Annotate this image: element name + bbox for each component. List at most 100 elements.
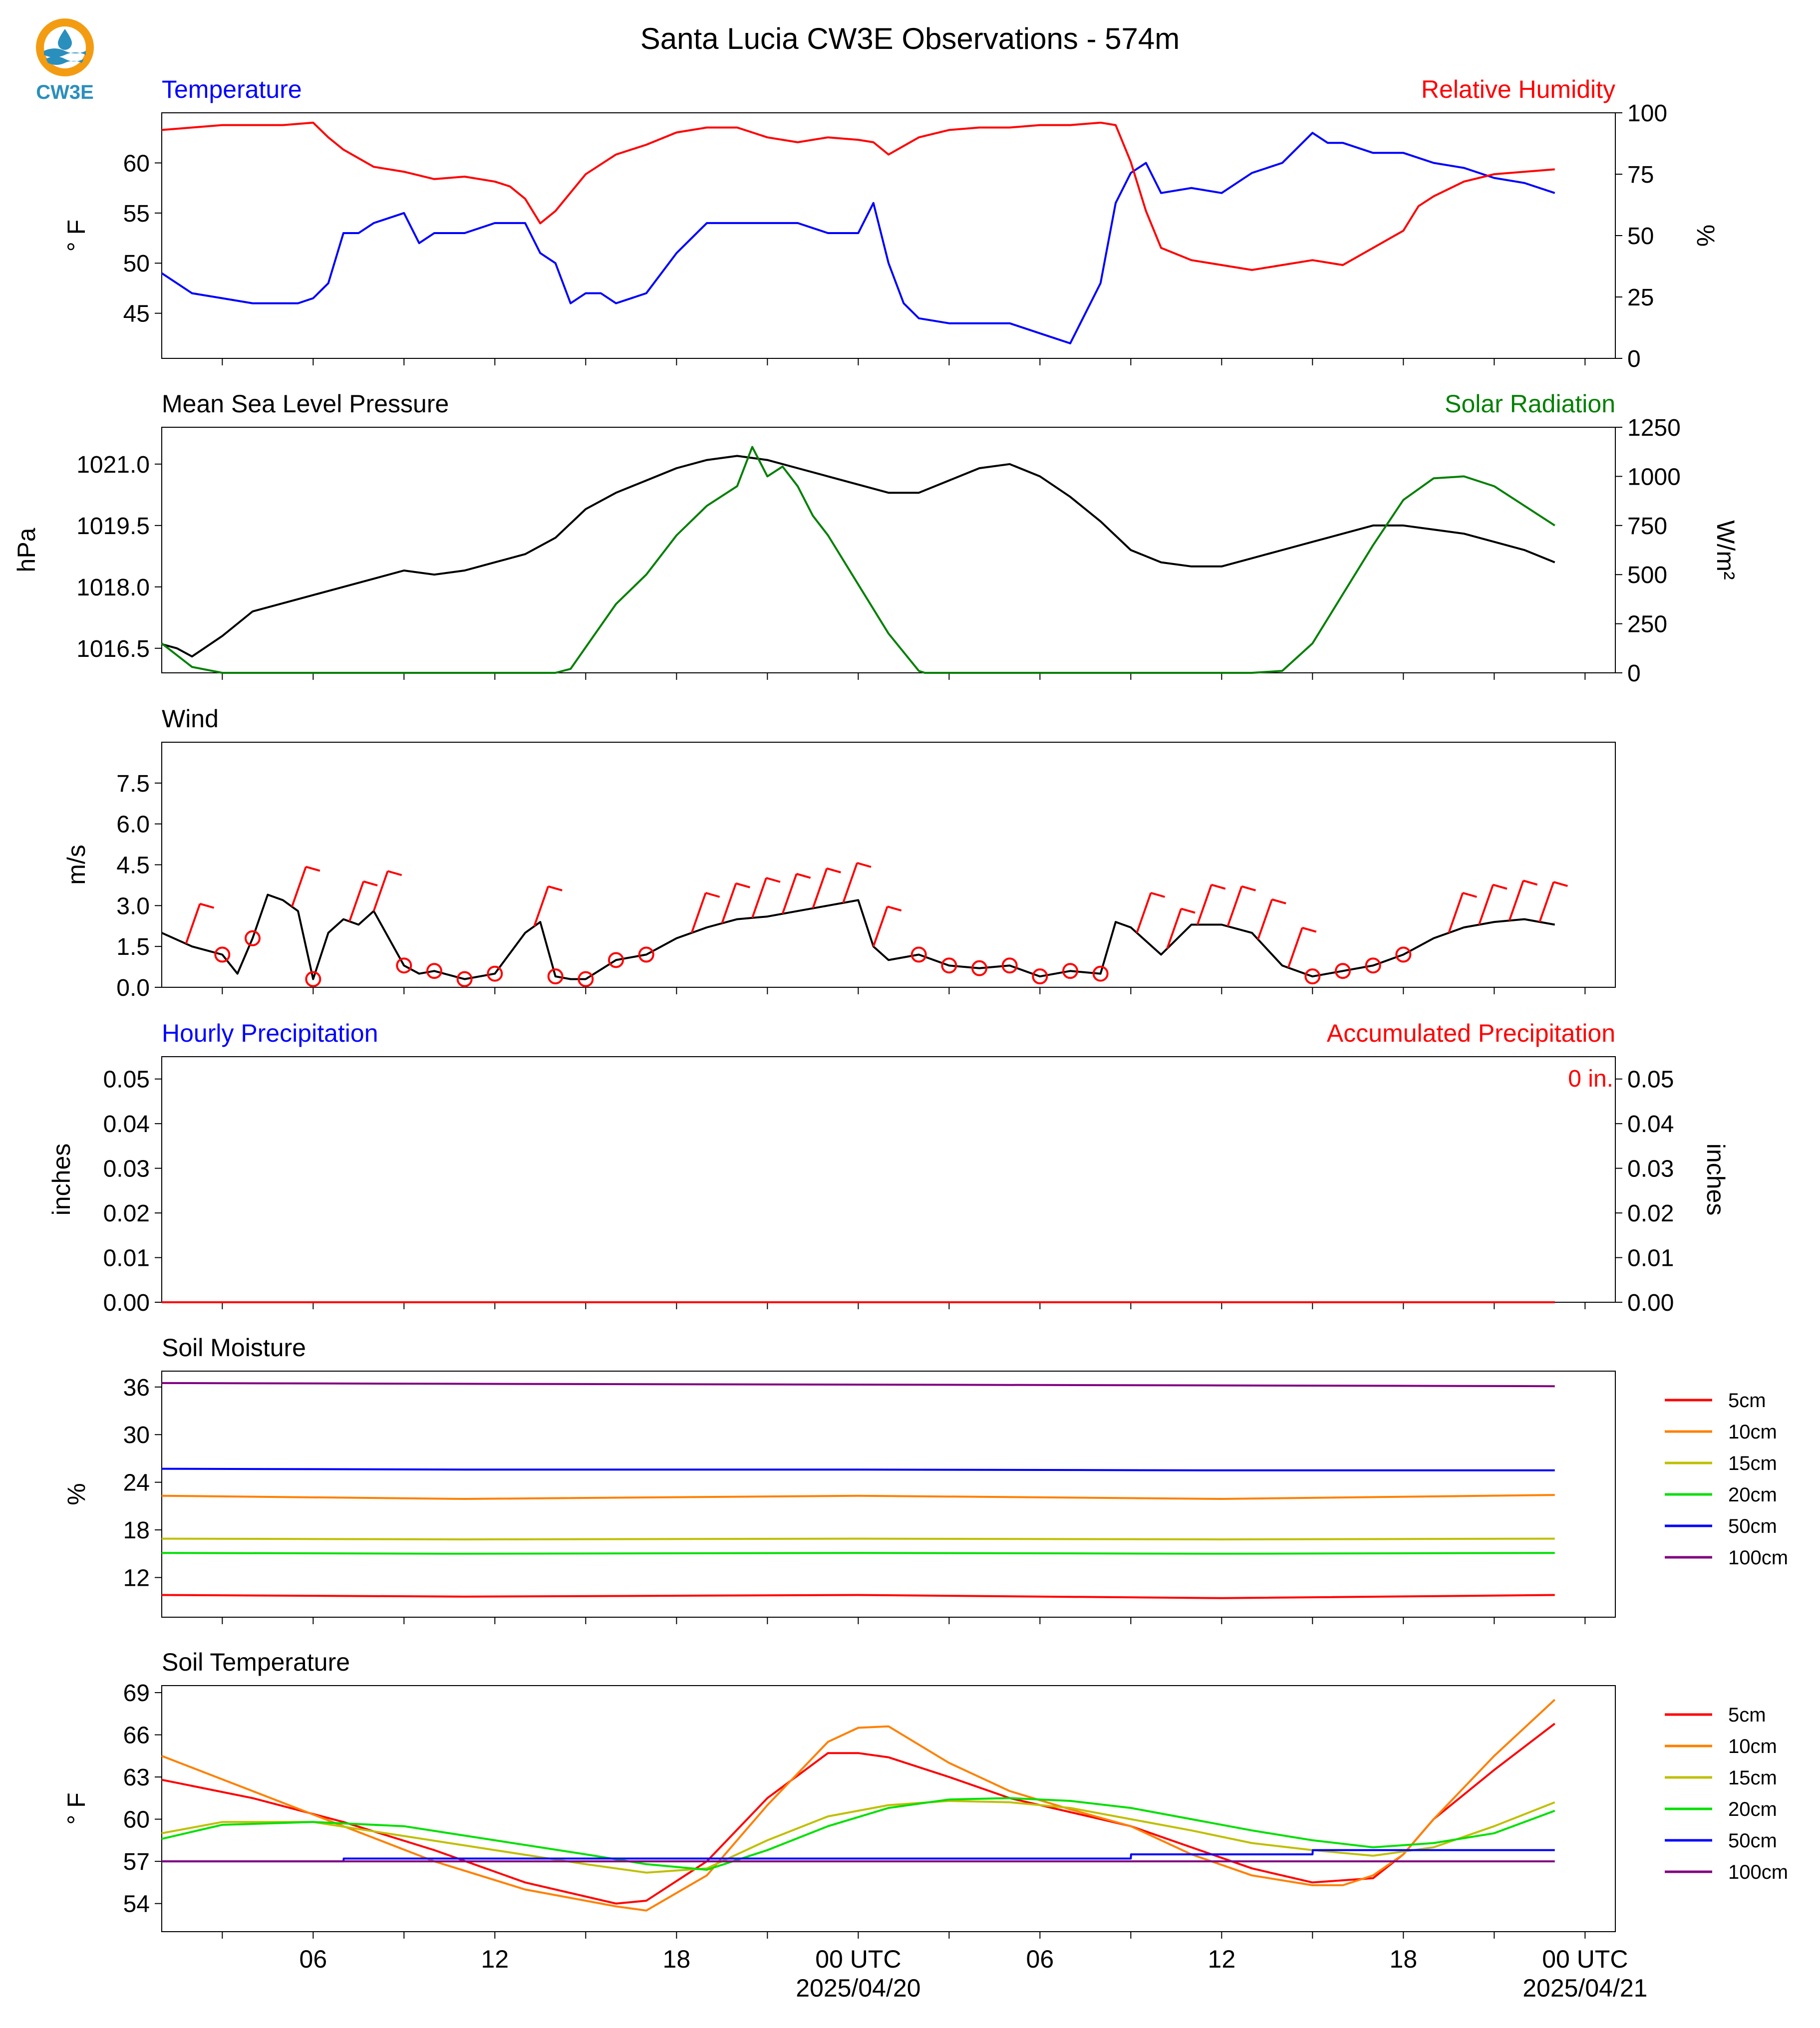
legend-label-100cm: 100cm xyxy=(1728,1861,1788,1883)
wind-calm-marker xyxy=(1395,946,1412,963)
wind-barb-staff xyxy=(1538,881,1555,922)
right-tick-label: 0.02 xyxy=(1627,1200,1674,1227)
panel-title-soil-temperature: Soil Temperature xyxy=(162,1648,350,1676)
left-tick-label: 50 xyxy=(123,251,150,277)
wind-barb-flag xyxy=(857,862,872,868)
right-tick-label: 0 xyxy=(1627,660,1641,687)
left-tick-label: 6.0 xyxy=(116,812,150,838)
series-wind-speed xyxy=(161,893,1555,980)
wind-calm-marker xyxy=(1092,965,1109,982)
left-axis-label: ° F xyxy=(62,1792,90,1824)
right-tick-label: 0.04 xyxy=(1627,1111,1674,1138)
left-tick-label: 3.0 xyxy=(116,893,150,919)
right-axis-label: W/m² xyxy=(1712,520,1740,579)
left-tick-label: 30 xyxy=(123,1422,150,1449)
x-tick-label: 12 xyxy=(1208,1945,1236,1973)
left-tick-label: 1021.0 xyxy=(76,452,150,478)
wind-barb-staff xyxy=(690,892,707,933)
right-tick-label: 25 xyxy=(1627,285,1654,311)
series-10cm xyxy=(161,1699,1556,1912)
right-tick-label: 75 xyxy=(1627,162,1654,188)
wind-barb-staff xyxy=(781,873,798,914)
wind-barb-staff xyxy=(348,881,365,922)
left-tick-label: 7.5 xyxy=(116,771,150,797)
panel-title-accumulated-precipitation: Accumulated Precipitation xyxy=(1327,1019,1615,1047)
right-tick-label: 0.03 xyxy=(1627,1156,1674,1182)
panel-title-wind: Wind xyxy=(162,705,219,733)
series-50cm xyxy=(162,1849,1555,1863)
wind-calm-marker xyxy=(910,946,927,963)
wind-calm-marker xyxy=(1032,968,1048,985)
panel-precipitation: Hourly Precipitation Accumulated Precipit… xyxy=(47,1019,1730,1316)
chart-title: Santa Lucia CW3E Observations - 574m xyxy=(640,22,1180,55)
right-tick-label: 1000 xyxy=(1627,464,1681,490)
panel-title-soil-moisture: Soil Moisture xyxy=(162,1334,306,1362)
panel-frame xyxy=(161,1056,1616,1303)
wind-barb-staff xyxy=(1478,884,1494,925)
wind-barb-flag xyxy=(1181,907,1196,914)
x-tick-label: 18 xyxy=(1390,1945,1418,1973)
legend-label-5cm: 5cm xyxy=(1728,1704,1766,1726)
x-tick-label: 06 xyxy=(300,1945,327,1973)
legend-label-20cm: 20cm xyxy=(1728,1484,1777,1506)
legend-label-100cm: 100cm xyxy=(1728,1547,1788,1569)
right-tick-label: 0.00 xyxy=(1627,1290,1674,1316)
wind-barb-staff xyxy=(1196,884,1213,925)
left-tick-label: 69 xyxy=(123,1680,150,1707)
right-axis-label: inches xyxy=(1702,1144,1730,1216)
right-tick-label: 0.05 xyxy=(1627,1067,1674,1093)
panel-frame xyxy=(161,1685,1616,1932)
left-tick-label: 45 xyxy=(123,301,150,327)
wind-barb-staff xyxy=(1257,899,1273,940)
wind-barb-staff xyxy=(842,863,858,903)
panel-temperature-humidity: Temperature Relative Humidity 45 50 55 60 ° F 0… xyxy=(62,75,1720,372)
legend-label-10cm: 10cm xyxy=(1728,1421,1777,1443)
legend-label-50cm: 50cm xyxy=(1728,1515,1777,1537)
series-20cm xyxy=(161,1552,1555,1555)
left-tick-label: 18 xyxy=(123,1517,150,1544)
wind-barb-flag xyxy=(305,866,320,872)
wind-barb-flag xyxy=(1150,891,1166,898)
wind-calm-marker xyxy=(487,965,503,982)
wind-barb-flag xyxy=(826,867,841,873)
right-tick-label: 50 xyxy=(1627,223,1654,250)
panel-frame xyxy=(161,112,1616,359)
left-axis-label: hPa xyxy=(12,528,40,572)
wind-barb-flag xyxy=(548,885,563,891)
left-tick-label: 60 xyxy=(123,1807,150,1833)
legend-label-5cm: 5cm xyxy=(1728,1390,1766,1412)
panel-soil-moisture: Soil Moisture 12 18 24 30 36% 5cm 10cm 15cm 20cm 5… xyxy=(62,1334,1788,1624)
right-tick-label: 250 xyxy=(1627,611,1667,638)
series-100cm xyxy=(161,1382,1555,1388)
left-axis-label: ° F xyxy=(62,220,90,252)
left-tick-label: 66 xyxy=(123,1723,150,1749)
left-tick-label: 0.05 xyxy=(103,1067,150,1093)
wind-calm-marker xyxy=(1335,963,1351,979)
wind-barb-flag xyxy=(1462,891,1477,898)
wind-barb-flag xyxy=(1553,881,1568,887)
wind-calm-marker xyxy=(638,946,654,963)
wind-calm-marker xyxy=(396,957,412,974)
right-tick-label: 0.01 xyxy=(1627,1245,1674,1272)
x-tick-label: 00 UTC xyxy=(1542,1945,1628,1973)
wind-barb-staff xyxy=(751,877,767,918)
right-tick-label: 0 xyxy=(1627,346,1641,372)
legend-label-50cm: 50cm xyxy=(1728,1830,1777,1852)
wind-calm-marker xyxy=(456,971,473,987)
wind-calm-marker xyxy=(1365,957,1381,974)
wind-barb-flag xyxy=(1493,883,1508,890)
wind-calm-marker xyxy=(1001,957,1018,974)
cw3e-logo: CW3E xyxy=(36,18,94,103)
wind-barb-flag xyxy=(363,880,378,886)
wind-barb-staff xyxy=(185,903,201,944)
left-tick-label: 55 xyxy=(123,201,150,227)
legend-label-10cm: 10cm xyxy=(1728,1736,1777,1757)
panel-frame xyxy=(161,427,1616,673)
legend-label-20cm: 20cm xyxy=(1728,1798,1777,1820)
wind-barb-flag xyxy=(1271,898,1286,904)
left-tick-label: 12 xyxy=(123,1565,150,1591)
left-tick-label: 57 xyxy=(123,1849,150,1875)
wind-barb-flag xyxy=(887,905,902,912)
right-axis-label: % xyxy=(1692,225,1720,247)
left-tick-label: 0.04 xyxy=(103,1111,150,1138)
